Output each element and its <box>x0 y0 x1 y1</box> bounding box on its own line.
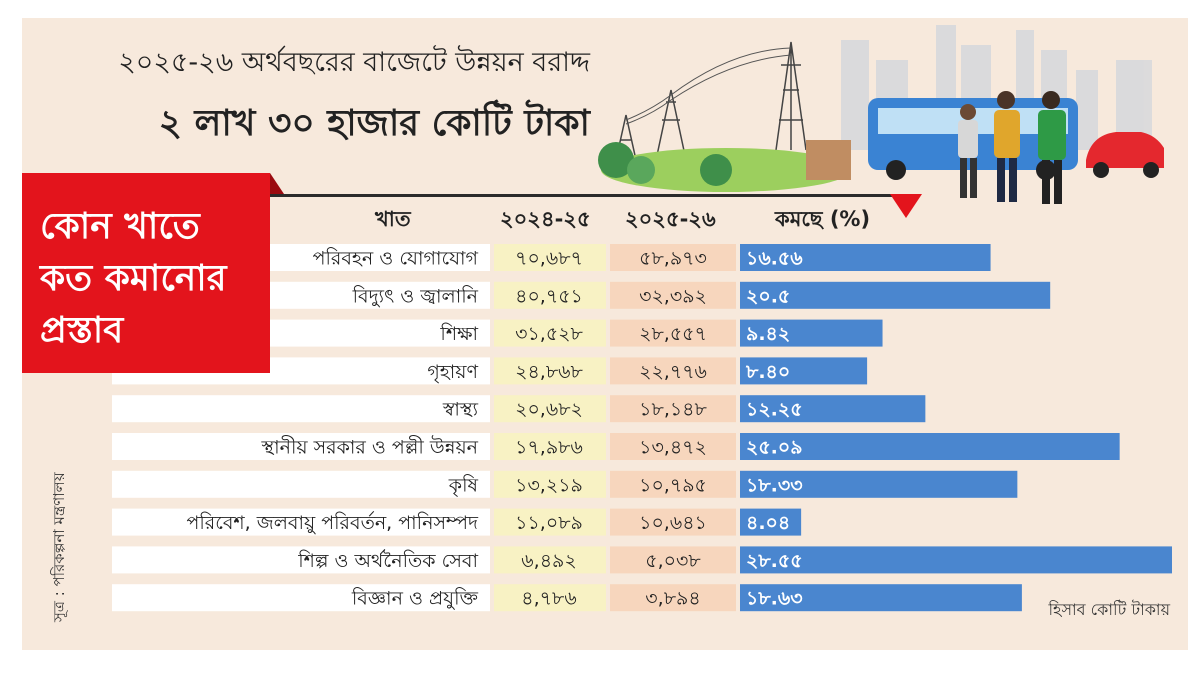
table-row-bg <box>112 433 490 460</box>
fy2025-value: ১৮,১৪৮ <box>639 399 707 421</box>
fy2025-value: ৩২,৩৯২ <box>639 285 707 307</box>
title-line-1: ২০২৫-২৬ অর্থবছরের বাজেটে উন্নয়ন বরাদ্দ <box>118 47 590 78</box>
cut-bar <box>740 281 1051 309</box>
sector-label: শিল্প ও অর্থনৈতিক সেবা <box>297 549 478 572</box>
sector-label: স্বাস্থ্য <box>442 399 479 421</box>
cut-value-label: ১৮.৬৩ <box>746 588 803 610</box>
fy2025-cell <box>610 546 736 574</box>
cut-bar <box>740 319 883 347</box>
fy2025-value: ১৩,৪৭২ <box>639 437 707 459</box>
red-box-fold <box>270 173 284 194</box>
fy2024-value: ৬,৪৯২ <box>521 550 576 572</box>
fy2024-value: ১৩,২১৯ <box>515 474 583 496</box>
fy2024-cell <box>494 546 606 574</box>
sector-label: বিদ্যুৎ ও জ্বালানি <box>352 285 479 307</box>
fy2025-cell <box>610 395 736 423</box>
table-row-bg <box>112 546 490 574</box>
cut-bar <box>740 584 1022 612</box>
city-infrastructure-illustration <box>598 25 1164 204</box>
sector-label: গৃহায়ণ <box>427 361 478 383</box>
fy2025-value: ১০,৭৯৫ <box>639 474 707 496</box>
fy2025-value: ৫৮,৯৭৩ <box>639 248 707 270</box>
fy2025-cell <box>610 357 736 385</box>
fy2025-cell <box>610 433 736 460</box>
red-callout-text: কোন খাতে কত কমানোর প্রস্তাব <box>40 206 227 351</box>
cut-value-label: ৪.০৪ <box>746 512 790 534</box>
table-row-bg <box>112 584 490 612</box>
cut-value-label: ১৮.৩৩ <box>746 474 803 496</box>
cut-value-label: ২০.৫ <box>746 285 790 307</box>
fy2025-value: ২২,৭৭৬ <box>639 361 707 383</box>
sector-label: পরিবহন ও যোগাযোগ <box>313 248 479 270</box>
fy2025-value: ১০,৬৪১ <box>639 512 707 534</box>
cut-value-label: ১২.২৫ <box>746 399 803 421</box>
sector-label: বিজ্ঞান ও প্রযুক্তি <box>351 588 479 610</box>
cut-bar <box>740 357 868 385</box>
fy2024-cell <box>494 281 606 309</box>
cut-bar <box>740 395 926 423</box>
fy2024-cell <box>494 244 606 271</box>
sector-label: পরিবেশ, জলবায়ু পরিবর্তন, পানিসম্পদ <box>186 511 479 534</box>
sector-label: স্থানীয় সরকার ও পল্লী উন্নয়ন <box>261 436 479 459</box>
fy2024-cell <box>494 584 606 612</box>
cut-value-label: ২৫.০৯ <box>746 437 803 459</box>
fy2024-value: ১১,০৮৯ <box>515 512 583 534</box>
fy2024-cell <box>494 395 606 423</box>
fy2025-value: ৩,৮৯৪ <box>645 588 700 610</box>
fy2025-cell <box>610 508 736 536</box>
cut-bar <box>740 546 1172 574</box>
cut-value-label: ৯.৪২ <box>746 323 790 345</box>
fy2024-cell <box>494 433 606 460</box>
fy2024-value: ৪,৭৮৬ <box>521 588 576 610</box>
fy2025-cell <box>610 319 736 347</box>
cut-bar <box>740 470 1018 498</box>
fy2024-value: ৪০,৭৫১ <box>515 285 583 307</box>
sector-label: শিক্ষা <box>439 323 478 345</box>
table-row-bg <box>112 508 490 536</box>
fy2024-cell <box>494 508 606 536</box>
unit-note: হিসাব কোটি টাকায় <box>1048 600 1170 619</box>
fy2024-value: ১৭,৯৮৬ <box>515 437 583 459</box>
fy2025-cell <box>610 584 736 612</box>
cut-value-label: ২৮.৫৫ <box>746 550 803 572</box>
header-rule <box>270 194 906 197</box>
fy2024-cell <box>494 319 606 347</box>
cut-bar <box>740 508 802 536</box>
cut-value-label: ৮.৪০ <box>745 361 790 383</box>
cut-bar <box>740 433 1120 460</box>
column-head-fy2024: ২০২৪-২৫ <box>500 207 591 231</box>
fy2024-cell <box>494 357 606 385</box>
cut-value-label: ১৬.৫৬ <box>746 248 803 270</box>
fy2025-cell <box>610 244 736 271</box>
fy2025-cell <box>610 281 736 309</box>
table-row-bg <box>112 395 490 423</box>
cut-bar <box>740 244 991 271</box>
fy2024-value: ২০,৬৮২ <box>515 399 583 421</box>
column-head-cut: কমছে (%) <box>775 207 871 231</box>
column-head-fy2025: ২০২৫-২৬ <box>625 207 716 231</box>
column-head-sector: খাত <box>375 207 411 231</box>
fy2024-value: ৩১,৫২৮ <box>515 323 583 345</box>
fy2025-cell <box>610 470 736 498</box>
fy2024-value: ২৪,৮৬৮ <box>515 361 583 383</box>
fy2025-value: ২৮,৫৫৭ <box>639 323 707 345</box>
header-arrow-icon <box>890 194 922 218</box>
sector-label: কৃষি <box>448 474 479 497</box>
fy2025-value: ৫,০৩৮ <box>645 550 701 572</box>
fy2024-cell <box>494 470 606 498</box>
fy2024-value: ৭০,৬৮৭ <box>515 248 583 270</box>
red-callout-box: কোন খাতে কত কমানোর প্রস্তাব <box>22 173 270 373</box>
title-line-2: ২ লাখ ৩০ হাজার কোটি টাকা <box>158 103 590 144</box>
table-row-bg <box>112 470 490 498</box>
